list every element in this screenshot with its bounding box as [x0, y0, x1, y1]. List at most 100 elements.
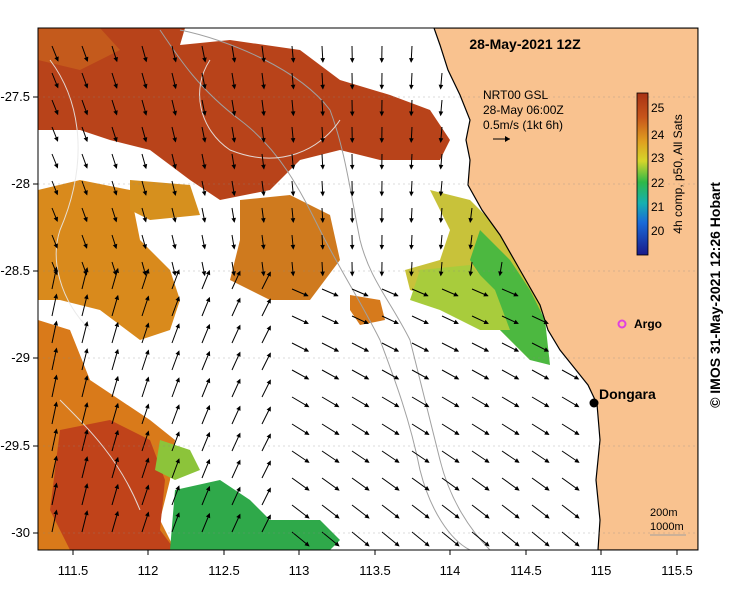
current-vector-head: [175, 350, 180, 356]
current-vector-head: [574, 513, 580, 519]
sst-warm-north: [38, 28, 450, 200]
current-legend-arrowhead: [505, 136, 510, 142]
current-vector-head: [205, 458, 211, 465]
y-tick-label: -30: [11, 525, 30, 540]
current-vector-head: [205, 485, 211, 492]
current-vector-head: [484, 430, 490, 436]
current-vector-head: [349, 244, 355, 250]
current-vector-head: [53, 243, 58, 249]
current-vector-head: [543, 319, 549, 324]
current-vector-head: [266, 325, 271, 331]
sst-orange-small: [350, 295, 385, 325]
current-vector-head: [409, 271, 414, 277]
argo-marker: [617, 319, 627, 329]
current-vector-head: [438, 271, 444, 277]
current-vector-head: [236, 432, 241, 438]
current-vector-head: [364, 541, 370, 547]
current-vector-head: [544, 402, 550, 408]
current-vector-head: [53, 347, 59, 353]
current-vector-head: [84, 483, 89, 489]
current-vector-head: [83, 83, 89, 89]
current-vector-head: [145, 511, 150, 517]
current-vector-head: [394, 513, 400, 519]
current-vector-head: [334, 402, 340, 408]
current-vector-head: [261, 84, 266, 90]
current-vector-head: [379, 138, 385, 144]
current-vector-head: [266, 379, 271, 385]
current-vector-head: [303, 375, 310, 380]
bathymetry-contours: [159, 29, 491, 550]
current-vector-head: [83, 190, 88, 196]
current-vector-head: [205, 269, 211, 276]
current-vector-head: [349, 164, 355, 170]
current-vector-head: [304, 402, 310, 408]
current-vector-head: [363, 292, 369, 297]
current-vector-head: [409, 84, 414, 90]
y-tick-label: -27.5: [0, 89, 30, 104]
current-vector-head: [142, 163, 148, 170]
current-vector-head: [409, 164, 414, 170]
current-vector-head: [290, 164, 296, 170]
current-vector-head: [53, 293, 59, 299]
current-vector-head: [236, 378, 241, 384]
current-vector-head: [260, 271, 266, 277]
current-vector-head: [513, 319, 519, 324]
current-vector-head: [236, 459, 241, 465]
current-vector-head: [266, 298, 271, 304]
current-vector-head: [498, 271, 503, 277]
current-vector-head: [453, 319, 459, 324]
sst-contour-2: [199, 59, 341, 159]
current-vector-head: [544, 486, 550, 491]
current-vector-head: [113, 190, 118, 196]
current-vector-head: [114, 402, 120, 409]
current-vector-head: [236, 351, 241, 357]
current-vector-head: [424, 458, 430, 463]
sst-contour-3: [59, 399, 141, 511]
current-vector-head: [544, 513, 550, 519]
current-vector-head: [142, 243, 147, 250]
current-vector-head: [513, 347, 520, 352]
current-vector-head: [172, 270, 177, 277]
current-vector-head: [114, 483, 120, 490]
current-vector-head: [112, 217, 118, 223]
current-vector-head: [236, 297, 241, 303]
land: [433, 28, 698, 550]
current-vector-head: [201, 244, 207, 250]
current-vector-head: [454, 486, 460, 491]
current-vector-head: [320, 218, 325, 224]
current-vector-head: [142, 110, 148, 116]
current-vector-head: [113, 163, 118, 169]
current-vector-head: [114, 294, 120, 301]
current-vector-head: [303, 319, 309, 324]
current-vector-head: [423, 347, 430, 352]
colorbar: 25 24 23 22 21 20 4h comp, p50, All Sats: [636, 92, 685, 256]
current-vector-head: [290, 271, 296, 277]
current-vector-head: [574, 486, 580, 491]
current-vector-head: [438, 191, 444, 197]
current-vector-head: [393, 375, 400, 380]
current-vector-head: [379, 218, 385, 224]
current-vector-head: [304, 430, 310, 436]
current-vector-head: [202, 110, 207, 116]
current-vector-head: [205, 296, 211, 303]
current-vector-head: [303, 292, 309, 297]
current-vector-head: [145, 376, 150, 382]
y-tick-label: -28: [11, 176, 30, 191]
current-vector-head: [364, 458, 370, 463]
current-vector-head: [363, 375, 370, 380]
sst-orange-north-east: [230, 195, 340, 300]
current-vector-head: [84, 267, 89, 273]
current-vector-head: [175, 512, 180, 518]
sst-lime-coastal: [410, 265, 510, 330]
current-vector-head: [145, 403, 150, 409]
x-tick-label: 113: [289, 563, 310, 578]
current-vector-head: [454, 430, 460, 436]
current-vector-head: [349, 138, 355, 144]
current-vector-head: [54, 83, 59, 89]
current-vector-head: [334, 541, 340, 547]
current-vector-head: [145, 457, 150, 463]
current-vector-head: [514, 486, 520, 491]
current-vector-head: [175, 404, 180, 410]
current-vector-head: [468, 217, 474, 223]
current-vector-head: [514, 430, 520, 436]
